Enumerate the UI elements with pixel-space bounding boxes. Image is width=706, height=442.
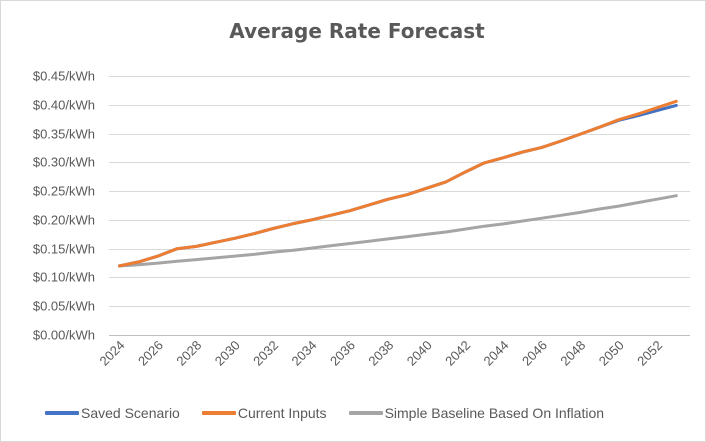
legend-swatch-current-inputs bbox=[201, 411, 236, 415]
legend-item-current-inputs: Current Inputs bbox=[201, 405, 327, 421]
x-tick-label: 2048 bbox=[557, 338, 588, 369]
x-tick-label: 2038 bbox=[365, 338, 396, 369]
series-line-current-inputs bbox=[118, 99, 678, 268]
chart-title: Average Rate Forecast bbox=[229, 19, 485, 43]
legend-item-baseline: Simple Baseline Based On Inflation bbox=[348, 405, 605, 421]
legend-item-saved-scenario: Saved Scenario bbox=[45, 405, 180, 421]
y-tick-label: $0.20/kWh bbox=[33, 213, 95, 228]
legend-label-current-inputs: Current Inputs bbox=[237, 405, 327, 421]
legend-label-saved-scenario: Saved Scenario bbox=[81, 405, 180, 421]
legend-label-baseline: Simple Baseline Based On Inflation bbox=[384, 405, 605, 421]
x-tick-label: 2036 bbox=[327, 338, 358, 369]
x-tick-label: 2044 bbox=[481, 338, 512, 369]
y-tick-label: $0.45/kWh bbox=[33, 69, 95, 84]
x-tick-label: 2024 bbox=[97, 338, 128, 369]
x-tick-label: 2034 bbox=[289, 338, 320, 369]
y-tick-label: $0.00/kWh bbox=[33, 328, 95, 343]
y-tick-label: $0.35/kWh bbox=[33, 127, 95, 142]
x-tick-label: 2032 bbox=[250, 338, 281, 369]
x-tick-label: 2040 bbox=[404, 338, 435, 369]
legend-swatch-saved-scenario bbox=[45, 411, 79, 415]
x-tick-label: 2042 bbox=[442, 338, 473, 369]
x-tick-label: 2026 bbox=[135, 338, 166, 369]
y-tick-label: $0.10/kWh bbox=[33, 270, 95, 285]
y-tick-label: $0.40/kWh bbox=[33, 98, 95, 113]
series-line-simple-baseline-based-on-inflation bbox=[118, 194, 678, 268]
y-tick-label: $0.15/kWh bbox=[33, 242, 95, 257]
legend: Saved Scenario Current Inputs Simple Bas… bbox=[45, 401, 604, 425]
x-tick-label: 2046 bbox=[519, 338, 550, 369]
x-tick-label: 2030 bbox=[212, 338, 243, 369]
x-tick-label: 2052 bbox=[634, 338, 665, 369]
x-tick-label: 2028 bbox=[173, 338, 204, 369]
legend-swatch-baseline bbox=[348, 411, 383, 415]
y-tick-label: $0.25/kWh bbox=[33, 184, 95, 199]
x-tick-label: 2050 bbox=[596, 338, 627, 369]
y-tick-label: $0.30/kWh bbox=[33, 155, 95, 170]
y-tick-label: $0.05/kWh bbox=[33, 299, 95, 314]
